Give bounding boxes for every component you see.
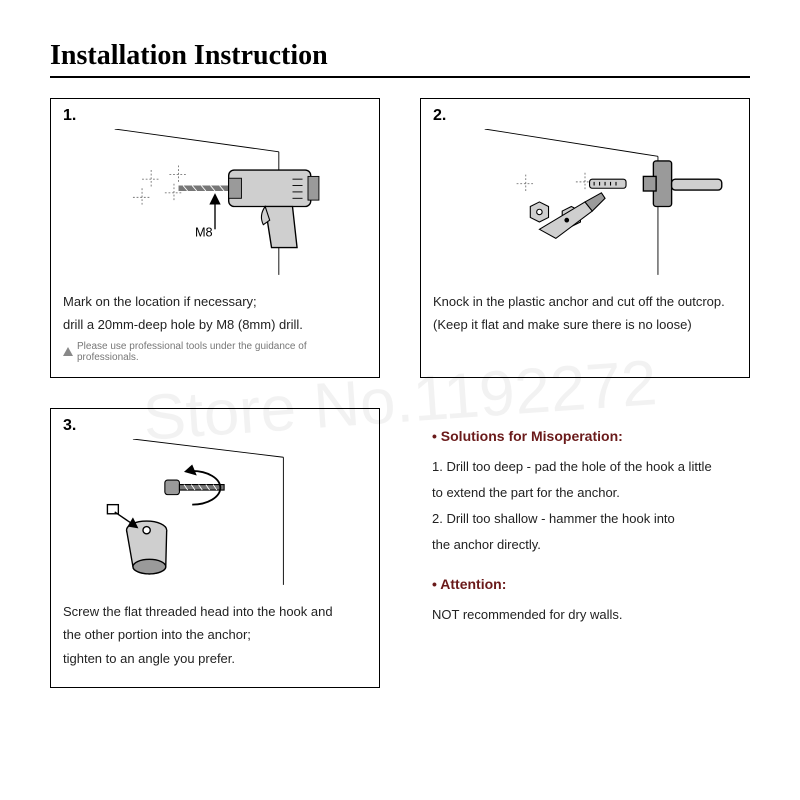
page: Installation Instruction 1.	[0, 0, 800, 728]
caption-line: Screw the flat threaded head into the ho…	[63, 600, 367, 623]
panel-notes: • Solutions for Misoperation: 1. Drill t…	[420, 408, 750, 688]
solutions-heading: • Solutions for Misoperation:	[432, 428, 738, 444]
page-title: Installation Instruction	[50, 40, 750, 72]
illustration-drill: M8	[63, 129, 367, 284]
panel-step-1: 1.	[50, 98, 380, 378]
caption-line: drill a 20mm-deep hole by M8 (8mm) drill…	[63, 313, 367, 336]
solution-text: 1. Drill too deep - pad the hole of the …	[432, 454, 738, 558]
caption-line: Knock in the plastic anchor and cut off …	[433, 290, 737, 313]
illustration-hammer-anchor	[433, 129, 737, 284]
text-line: the anchor directly.	[432, 532, 738, 558]
caution-note: Please use professional tools under the …	[63, 341, 367, 363]
step-number: 3.	[63, 417, 367, 435]
text-line: 2. Drill too shallow - hammer the hook i…	[432, 506, 738, 532]
knife-icon	[539, 193, 605, 239]
hammer-icon	[643, 161, 721, 207]
caption-line: Mark on the location if necessary;	[63, 290, 367, 313]
caution-text: Please use professional tools under the …	[77, 341, 367, 363]
text-line: to extend the part for the anchor.	[432, 480, 738, 506]
hook-icon	[127, 521, 167, 574]
attention-heading: • Attention:	[432, 576, 738, 592]
illustration-screw-hook	[63, 439, 367, 594]
text-line: 1. Drill too deep - pad the hole of the …	[432, 454, 738, 480]
panel-step-3: 3.	[50, 408, 380, 688]
anchor-icon	[590, 179, 626, 188]
panel-step-2: 2.	[420, 98, 750, 378]
title-underline	[50, 76, 750, 78]
step-number: 2.	[433, 107, 737, 125]
caption-line: the other portion into the anchor;	[63, 623, 367, 646]
warning-icon	[63, 347, 73, 356]
step-caption: Screw the flat threaded head into the ho…	[63, 600, 367, 670]
caption-line: tighten to an angle you prefer.	[63, 647, 367, 670]
drill-icon	[229, 170, 319, 248]
screw-icon	[165, 480, 224, 495]
step-caption: Mark on the location if necessary; drill…	[63, 290, 367, 337]
caption-line: (Keep it flat and make sure there is no …	[433, 313, 737, 336]
step-caption: Knock in the plastic anchor and cut off …	[433, 290, 737, 337]
attention-text: NOT recommended for dry walls.	[432, 602, 738, 628]
m8-label: M8	[195, 225, 213, 240]
panel-grid: 1.	[50, 98, 750, 688]
step-number: 1.	[63, 107, 367, 125]
hex-nut-icon	[530, 202, 548, 222]
insert-arrow-icon	[107, 505, 138, 529]
